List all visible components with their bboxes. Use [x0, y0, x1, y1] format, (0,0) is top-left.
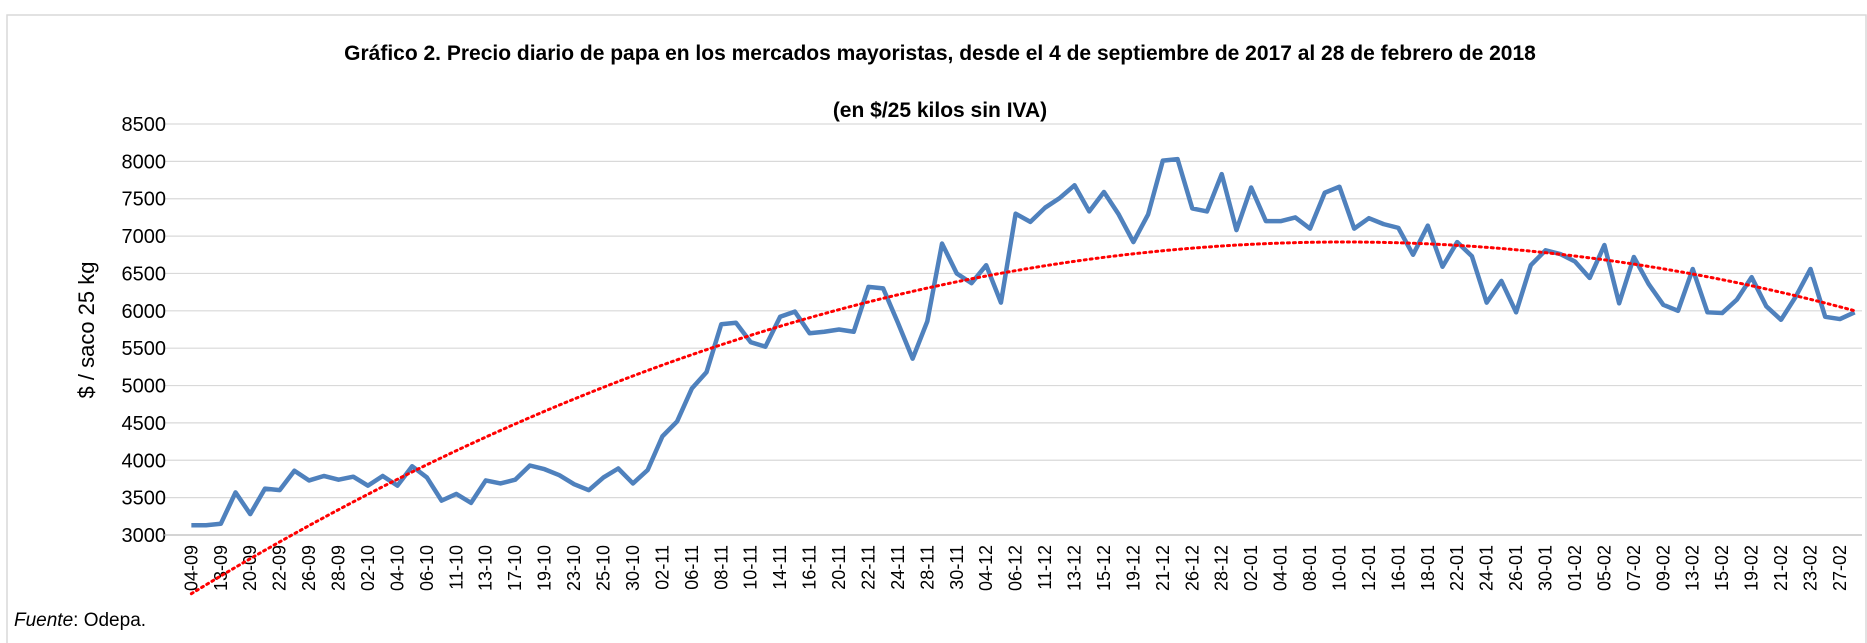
- y-tick-label: 3500: [122, 488, 167, 510]
- y-axis-label: $ / saco 25 kg: [74, 262, 99, 399]
- x-tick-label: 16-01: [1388, 545, 1408, 591]
- x-tick-label: 15-02: [1712, 545, 1732, 591]
- x-tick-label: 13-09: [211, 545, 231, 591]
- y-tick-label: 4000: [122, 450, 167, 472]
- chart-title: Gráfico 2. Precio diario de papa en los …: [344, 42, 1536, 65]
- x-tick-label: 02-11: [652, 545, 672, 590]
- x-tick-label: 19-02: [1742, 545, 1762, 591]
- x-tick-label: 04-10: [387, 545, 407, 591]
- y-tick-label: 6000: [122, 301, 167, 323]
- x-tick-label: 23-10: [564, 545, 584, 591]
- x-tick-label: 21-02: [1771, 545, 1791, 591]
- x-tick-label: 16-11: [800, 545, 820, 590]
- x-tick-label: 13-12: [1065, 545, 1085, 591]
- x-tick-label: 01-02: [1565, 545, 1585, 591]
- x-tick-label: 06-10: [417, 545, 437, 591]
- x-tick-label: 11-10: [446, 545, 466, 590]
- y-tick-label: 7500: [122, 189, 167, 211]
- y-tick-label: 8000: [122, 151, 167, 173]
- source-text: : Odepa.: [73, 610, 147, 631]
- x-tick-label: 21-12: [1153, 545, 1173, 591]
- x-tick-label: 09-02: [1653, 545, 1673, 591]
- x-tick-label: 28-09: [329, 545, 349, 591]
- x-tick-label: 05-02: [1594, 545, 1614, 591]
- trendline: [189, 240, 1857, 596]
- x-tick-label: 04-01: [1271, 545, 1291, 591]
- x-tick-label: 13-10: [476, 545, 496, 591]
- x-tick-label: 30-10: [623, 545, 643, 591]
- x-tick-label: 20-09: [240, 545, 260, 591]
- x-tick-label: 08-01: [1300, 545, 1320, 591]
- source-note: Fuente: Odepa.: [14, 610, 146, 632]
- x-tick-label: 23-02: [1800, 545, 1820, 591]
- x-tick-label: 18-01: [1418, 545, 1438, 591]
- y-tick-label: 4500: [122, 413, 167, 435]
- y-tick-label: 8500: [122, 114, 167, 136]
- x-tick-label: 26-12: [1182, 545, 1202, 591]
- x-tick-label: 08-11: [711, 545, 731, 590]
- source-label: Fuente: [14, 610, 74, 631]
- x-tick-label: 07-02: [1624, 545, 1644, 591]
- y-tick-label: 3000: [122, 525, 167, 547]
- chart-frame: [6, 14, 1867, 643]
- x-tick-label: 26-01: [1506, 545, 1526, 591]
- x-tick-label: 10-01: [1329, 545, 1349, 591]
- x-tick-label: 12-01: [1359, 545, 1379, 591]
- x-tick-label: 02-01: [1241, 545, 1261, 591]
- y-tick-label: 5000: [122, 376, 167, 398]
- x-tick-label: 06-11: [682, 545, 702, 590]
- y-tick-label: 6500: [122, 263, 167, 285]
- y-tick-label: 5500: [122, 338, 167, 360]
- x-tick-label: 22-09: [270, 545, 290, 591]
- x-tick-label: 04-09: [181, 545, 201, 591]
- x-tick-label: 17-10: [505, 545, 525, 591]
- x-tick-label: 10-11: [741, 545, 761, 590]
- x-tick-label: 30-11: [947, 545, 967, 590]
- x-tick-label: 20-11: [829, 545, 849, 590]
- x-tick-label: 04-12: [976, 545, 996, 591]
- y-tick-label: 7000: [122, 226, 167, 248]
- x-tick-label: 13-02: [1683, 545, 1703, 591]
- x-tick-label: 02-10: [358, 545, 378, 591]
- x-tick-label: 27-02: [1830, 545, 1850, 591]
- x-tick-label: 06-12: [1006, 545, 1026, 591]
- chart-subtitle: (en $/25 kilos sin IVA): [832, 99, 1048, 122]
- x-tick-label: 25-10: [594, 545, 614, 591]
- x-tick-label: 26-09: [299, 545, 319, 591]
- data-line: [191, 156, 1856, 528]
- x-tick-label: 22-01: [1447, 545, 1467, 591]
- x-tick-label: 24-01: [1477, 545, 1497, 591]
- x-tick-label: 19-12: [1123, 545, 1143, 591]
- x-tick-label: 22-11: [858, 545, 878, 590]
- x-tick-label: 14-11: [770, 545, 790, 590]
- x-tick-label: 24-11: [888, 545, 908, 590]
- x-tick-label: 28-11: [917, 545, 937, 590]
- x-tick-label: 11-12: [1035, 545, 1055, 590]
- x-tick-label: 30-01: [1536, 545, 1556, 591]
- x-tick-label: 19-10: [535, 545, 555, 591]
- x-tick-label: 28-12: [1212, 545, 1232, 591]
- x-tick-label: 15-12: [1094, 545, 1114, 591]
